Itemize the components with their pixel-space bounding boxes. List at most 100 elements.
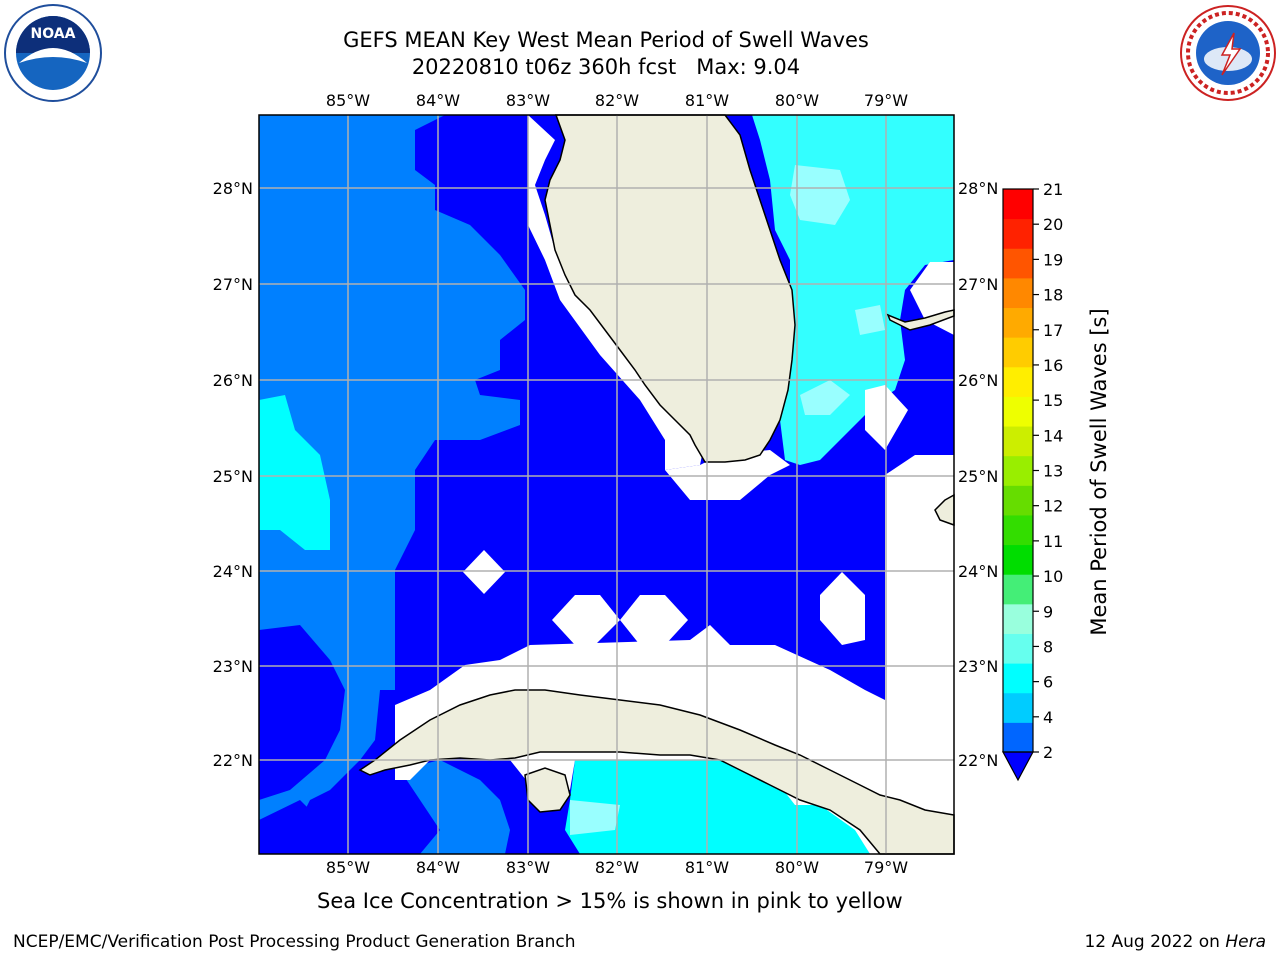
land-florida: [544, 114, 796, 463]
lon-tick-bottom-1: 84°W: [416, 858, 460, 877]
lon-tick-top-2: 83°W: [506, 91, 550, 110]
colorbar-segment-0: [1003, 722, 1033, 753]
colorbar-ticks: 2 4 6 8 9 10 11 12 13 14 15 16 17 18 19 20 21: [1033, 180, 1063, 762]
colorbar-tick-8: 13: [1043, 462, 1063, 481]
colorbar-segment-12: [1003, 366, 1033, 397]
colorbar-tick-0: 2: [1043, 743, 1053, 762]
colorbar-tick-10: 15: [1043, 391, 1063, 410]
lat-tick-left-5: 23°N: [213, 657, 253, 676]
longitude-ticks-top: 85°W 84°W 83°W 82°W 81°W 80°W 79°W: [326, 91, 908, 110]
lon-tick-top-3: 82°W: [595, 91, 639, 110]
lat-tick-right-2: 26°N: [958, 371, 998, 390]
mask-diamond-2: [552, 595, 620, 645]
colorbar-tick-3: 8: [1043, 637, 1053, 656]
colorbar-segment-2: [1003, 663, 1033, 694]
lon-tick-bottom-3: 82°W: [595, 858, 639, 877]
colorbar-segment-9: [1003, 455, 1033, 486]
gridlines: [259, 115, 954, 854]
mask-keys: [665, 450, 790, 500]
swell-6-8-region-west: [259, 395, 330, 550]
footer-date: 12 Aug 2022 on Hera: [1084, 932, 1266, 952]
lon-tick-top-4: 81°W: [685, 91, 729, 110]
colorbar-segment-5: [1003, 574, 1033, 605]
chart-title: GEFS MEAN Key West Mean Period of Swell …: [343, 28, 869, 52]
lat-tick-right-4: 24°N: [958, 562, 998, 581]
mask-diamond-3: [620, 595, 688, 645]
lat-tick-left-1: 27°N: [213, 275, 253, 294]
colorbar-segment-6: [1003, 544, 1033, 575]
lon-tick-bottom-4: 81°W: [685, 858, 729, 877]
lat-tick-right-1: 27°N: [958, 275, 998, 294]
colorbar-tick-13: 18: [1043, 286, 1063, 305]
lat-tick-left-0: 28°N: [213, 179, 253, 198]
swell-2-4-pocket-1: [259, 625, 345, 800]
lat-tick-left-4: 24°N: [213, 562, 253, 581]
lat-tick-right-6: 22°N: [958, 751, 998, 770]
lon-tick-bottom-0: 85°W: [326, 858, 370, 877]
footer-date-text: 12 Aug 2022 on: [1084, 932, 1226, 952]
mask-diamond-4: [820, 572, 865, 645]
chart-subtitle: 20220810 t06z 360h fcst Max: 9.04: [411, 55, 801, 79]
noaa-logo-text: NOAA: [31, 26, 76, 42]
colorbar-segment-11: [1003, 396, 1033, 427]
lat-tick-left-6: 22°N: [213, 751, 253, 770]
colorbar-tick-7: 12: [1043, 497, 1063, 516]
lon-tick-bottom-5: 80°W: [775, 858, 819, 877]
colorbar-segment-18: [1003, 189, 1033, 220]
swell-8-9-patch-south: [570, 800, 620, 835]
swell-8-9-patch-3: [855, 305, 885, 335]
colorbar-tick-4: 9: [1043, 602, 1053, 621]
footer-host: Hera: [1225, 932, 1266, 952]
colorbar-segment-4: [1003, 603, 1033, 634]
colorbar-tick-14: 19: [1043, 250, 1063, 269]
lon-tick-bottom-6: 79°W: [864, 858, 908, 877]
lat-tick-right-5: 23°N: [958, 657, 998, 676]
colorbar-tick-5: 10: [1043, 567, 1063, 586]
colorbar-tick-11: 16: [1043, 356, 1063, 375]
colorbar-segment-1: [1003, 692, 1033, 723]
land-andros: [934, 493, 955, 527]
swell-4-6-pocket-ne: [440, 345, 480, 385]
mask-diamond-1: [463, 550, 505, 594]
colorbar-segment-13: [1003, 337, 1033, 368]
swell-2-4-pocket-2: [259, 800, 330, 854]
colorbar-segment-14: [1003, 307, 1033, 338]
colorbar-tick-6: 11: [1043, 532, 1063, 551]
footer-credit: NCEP/EMC/Verification Post Processing Pr…: [13, 932, 576, 952]
lon-tick-top-5: 80°W: [775, 91, 819, 110]
swell-8-9-patch-1: [790, 165, 850, 225]
lon-tick-top-6: 79°W: [864, 91, 908, 110]
colorbar-segment-8: [1003, 485, 1033, 516]
colorbar-segment-15: [1003, 277, 1033, 309]
nws-logo: [1180, 5, 1276, 101]
colorbar-tick-16: 21: [1043, 180, 1063, 199]
lon-tick-bottom-2: 83°W: [506, 858, 550, 877]
colorbar-tick-1: 4: [1043, 708, 1053, 727]
colorbar-label: Mean Period of Swell Waves [s]: [1087, 308, 1111, 635]
latitude-ticks-right: 28°N 27°N 26°N 25°N 24°N 23°N 22°N: [958, 179, 998, 770]
sea-ice-caption: Sea Ice Concentration > 15% is shown in …: [317, 889, 903, 913]
swell-8-9-patch-2: [800, 380, 850, 415]
mask-florida-gulf-coast: [528, 115, 705, 470]
latitude-ticks-left: 28°N 27°N 26°N 25°N 24°N 23°N 22°N: [213, 179, 253, 770]
colorbar-segment-10: [1003, 426, 1033, 457]
land-isla-de-juventud: [524, 767, 571, 813]
colorbar-tick-15: 20: [1043, 215, 1063, 234]
noaa-logo: NOAA: [4, 4, 102, 102]
colorbar-tick-9: 14: [1043, 426, 1063, 445]
colorbar-segment-17: [1003, 218, 1033, 249]
lat-tick-left-3: 25°N: [213, 467, 253, 486]
lat-tick-right-3: 25°N: [958, 467, 998, 486]
lon-tick-top-0: 85°W: [326, 91, 370, 110]
colorbar-segment-3: [1003, 633, 1033, 664]
longitude-ticks-bottom: 85°W 84°W 83°W 82°W 81°W 80°W 79°W: [326, 858, 908, 877]
colorbar-segment-7: [1003, 514, 1033, 546]
swell-4-6-region-south: [400, 760, 510, 854]
colorbar-under-triangle: [1001, 751, 1035, 782]
colorbar-tick-12: 17: [1043, 321, 1063, 340]
lat-tick-left-2: 26°N: [213, 371, 253, 390]
lon-tick-top-1: 84°W: [416, 91, 460, 110]
map-frame: [258, 114, 955, 855]
colorbar: [1001, 188, 1035, 782]
